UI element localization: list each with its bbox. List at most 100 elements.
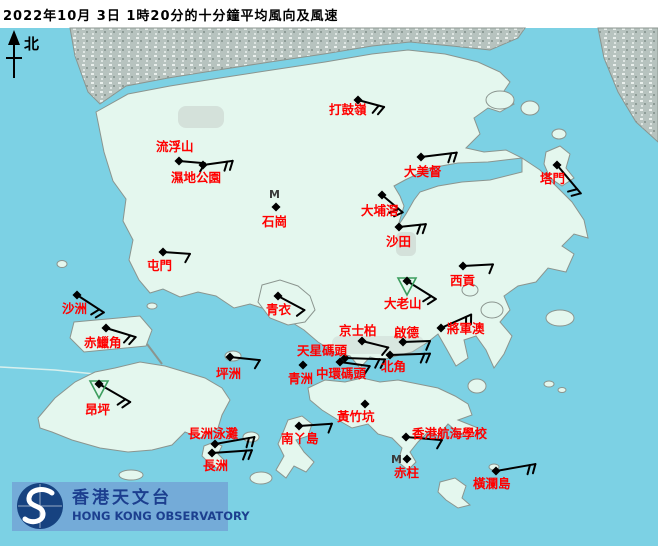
wind-barb-shaft (361, 340, 390, 349)
ne-islet (551, 128, 567, 140)
wind-barb-shaft (162, 251, 191, 255)
station-label: 啟德 (394, 325, 420, 340)
wind-barb-feather (327, 422, 333, 434)
lantau-island (37, 361, 231, 453)
wind-barb-feather (393, 211, 404, 218)
brothers-islet (146, 302, 158, 310)
high-island (545, 309, 575, 327)
station-kai-tak: 啟德 (394, 325, 431, 351)
kat-o-island (485, 90, 515, 110)
wind-barb-feather (242, 449, 248, 461)
yantian-urban-area (597, 27, 658, 143)
hko-logo: 香港天文台 HONG KONG OBSERVATORY (12, 482, 250, 531)
station-label: 青洲 (288, 371, 313, 386)
station-dot (174, 156, 184, 166)
station-label: 濕地公園 (171, 170, 221, 185)
wind-barb-feather (184, 252, 191, 264)
station-label: 將軍澳 (447, 321, 485, 336)
wind-barb-feather (526, 464, 531, 476)
wind-barb-shaft (211, 449, 253, 454)
ninepin-islet (557, 387, 567, 393)
wind-barb-feather (419, 352, 426, 364)
wind-barb-feather (121, 401, 132, 409)
station-label: 沙田 (386, 234, 411, 249)
wind-barb-shaft (298, 422, 333, 427)
tung-lung-chau (467, 378, 487, 394)
station-label: 黃竹坑 (336, 409, 375, 424)
lamma-island-land (275, 415, 315, 479)
station-label: 天星碼頭 (297, 343, 348, 358)
station-label: 中環碼頭 (316, 366, 367, 381)
sharp-island (461, 283, 479, 297)
logo-s-swirl (22, 487, 55, 525)
lung-kwu-chau (56, 260, 68, 268)
wind-barb-feather (422, 295, 433, 303)
wind-barb-feather (253, 359, 261, 370)
wind-barb-shaft (462, 263, 494, 267)
ninepin-islands (543, 380, 555, 388)
station-label: 昂坪 (85, 402, 111, 417)
station-ngong-ping: 昂坪 (85, 379, 132, 417)
page-title: 2022年10月 3日 1時20分的十分鐘平均風向及風速 (3, 9, 339, 24)
soko-islands (118, 469, 144, 481)
station-tsing-yi: 青衣 (266, 291, 306, 317)
wind-barb-shaft (339, 361, 371, 368)
airport-causeway (146, 343, 163, 365)
station-wetland-park: 濕地公園 (171, 159, 234, 185)
station-label: 大埔滘 (361, 203, 399, 218)
station-tates-cairn: 大老山 (384, 276, 437, 311)
station-label: 大美督 (404, 164, 442, 179)
wind-barb-feather (381, 346, 390, 356)
wind-barb-shaft (277, 295, 306, 312)
kau-sai-chau (480, 301, 504, 319)
sha-tin-urban (396, 232, 416, 256)
wind-barb-feather (247, 449, 253, 461)
wind-barb-shaft (178, 160, 206, 165)
missing-data-marker: M (269, 188, 280, 201)
wind-barb-shaft (405, 436, 443, 442)
wind-barb-shaft (495, 463, 537, 472)
wind-barb-feather (488, 263, 494, 275)
station-label: 香港航海學校 (411, 426, 488, 441)
wind-barb-feather (223, 160, 229, 172)
shek-kwu-chau-island (249, 471, 273, 485)
wind-barb-feather (228, 159, 234, 171)
station-label: 京士柏 (339, 323, 377, 338)
shenzhen-urban-area (69, 27, 526, 105)
station-label: 打鼓嶺 (329, 102, 367, 117)
station-dot (198, 160, 208, 170)
wind-barb-feather (123, 334, 132, 344)
station-label: 塔門 (540, 171, 565, 186)
wind-barb-feather (421, 223, 427, 235)
station-tuen-mun: 屯門 (147, 247, 191, 273)
wind-barb-feather (425, 340, 431, 351)
station-label: 流浮山 (156, 139, 194, 154)
wind-barb-feather (388, 207, 400, 214)
wind-barb-feather (374, 358, 381, 369)
station-label: 石崗 (261, 214, 287, 229)
wind-barb-feather (452, 151, 458, 163)
wind-barb-shaft (344, 357, 386, 361)
station-label: 屯門 (147, 258, 172, 273)
station-label: 大老山 (384, 296, 422, 311)
station-label: 北角 (381, 359, 406, 374)
wind-barb-feather (567, 188, 579, 193)
wind-barb-feather (436, 439, 443, 450)
wind-barb-feather (425, 352, 431, 364)
station-label: 西貢 (450, 273, 476, 288)
station-label: 長洲 (203, 458, 228, 473)
yuen-long-urban (178, 106, 224, 128)
station-dot (158, 247, 168, 257)
wind-barb-feather (371, 104, 380, 114)
station-label: 赤鱲角 (84, 335, 122, 350)
station-label: 青衣 (266, 302, 292, 317)
logo-name-zh: 香港天文台 (72, 487, 172, 508)
station-label: 沙洲 (62, 301, 87, 316)
wind-barb-feather (295, 309, 306, 317)
wind-barb-shaft (214, 436, 256, 445)
wind-barb-feather (245, 437, 250, 449)
station-label: 南丫島 (281, 431, 319, 446)
